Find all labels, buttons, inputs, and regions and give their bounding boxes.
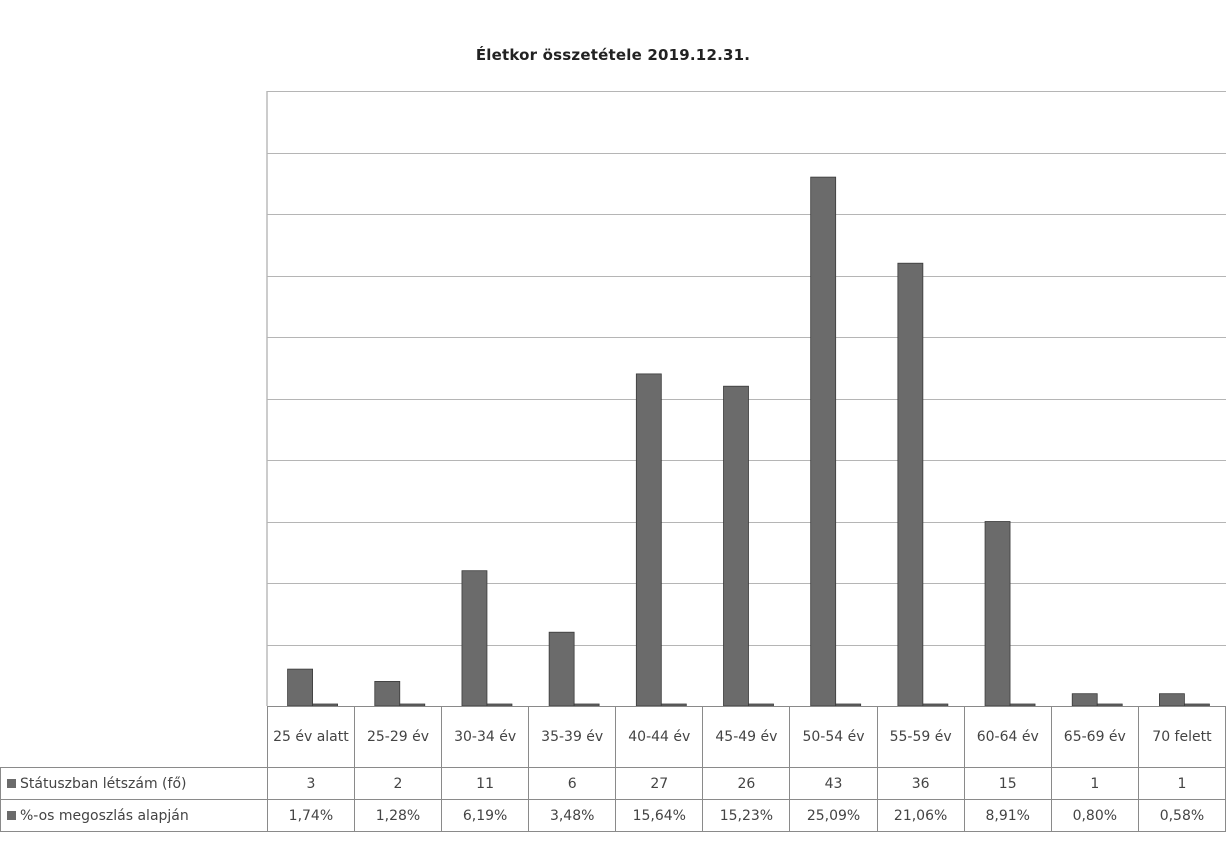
data-label-percent: 1,28%: [353, 799, 443, 832]
data-label-percent: 0,58%: [1137, 799, 1226, 832]
data-label-percent: 8,91%: [963, 799, 1052, 832]
data-label-count: 6: [528, 767, 617, 800]
data-label-count: 3: [266, 767, 355, 800]
series-name: %-os megoszlás alapján: [20, 807, 189, 824]
bar-count: [1071, 693, 1098, 707]
data-label-count: 15: [963, 767, 1052, 800]
legend-swatch: [7, 778, 16, 788]
category-label: 25-29 év: [353, 706, 443, 768]
series-label-percent: %-os megoszlás alapján: [0, 799, 268, 832]
data-label-count: 1: [1050, 767, 1139, 800]
bar-count: [374, 681, 401, 707]
bar-count: [461, 570, 488, 707]
data-label-count: 2: [353, 767, 443, 800]
category-label: 65-69 év: [1050, 706, 1139, 768]
table-corner: [0, 706, 268, 768]
data-label-count: 26: [702, 767, 791, 800]
category-label: 60-64 év: [963, 706, 1052, 768]
category-label: 50-54 év: [789, 706, 878, 768]
category-row: 25 év alatt 25-29 év 30-34 év 35-39 év 40-44…: [0, 706, 1226, 768]
series-label-count: Státuszban létszám (fő): [0, 767, 268, 800]
bar-count: [723, 385, 749, 707]
bar-count: [984, 521, 1011, 707]
legend-swatch: [7, 810, 16, 820]
category-label: 55-59 év: [876, 706, 965, 768]
category-label: 35-39 év: [528, 706, 617, 768]
bar-count: [635, 373, 662, 707]
category-label: 25 év alatt: [266, 706, 355, 768]
data-label-percent: 25,09%: [789, 799, 878, 832]
bar-count: [1159, 693, 1185, 707]
bar-count: [897, 262, 924, 707]
series-row-percent: %-os megoszlás alapján 1,74% 1,28% 6,19% 3,…: [0, 799, 1226, 832]
category-label: 45-49 év: [702, 706, 791, 768]
data-label-percent: 15,23%: [702, 799, 791, 832]
series-row-count: Státuszban létszám (fő) 3 2 11 6 27 26 43 36 15 1…: [0, 767, 1226, 800]
data-table: 25 év alatt 25-29 év 30-34 év 35-39 év 40-44…: [0, 706, 1226, 832]
data-label-percent: 1,74%: [266, 799, 355, 832]
data-label-count: 1: [1137, 767, 1226, 800]
data-label-count: 36: [876, 767, 965, 800]
data-label-count: 43: [789, 767, 878, 800]
bar-count: [810, 176, 837, 707]
series-name: Státuszban létszám (fő): [20, 775, 187, 792]
data-label-percent: 0,80%: [1050, 799, 1139, 832]
bar-count: [287, 668, 313, 707]
bar-count: [548, 631, 575, 707]
data-label-count: 27: [615, 767, 704, 800]
bars: [287, 176, 1210, 707]
chart-title: Életkor összetétele 2019.12.31.: [475, 46, 751, 64]
data-label-count: 11: [441, 767, 530, 800]
data-label-percent: 3,48%: [528, 799, 617, 832]
category-label: 70 felett: [1137, 706, 1226, 768]
data-label-percent: 6,19%: [441, 799, 530, 832]
category-label: 40-44 év: [615, 706, 704, 768]
data-label-percent: 21,06%: [876, 799, 965, 832]
data-label-percent: 15,64%: [615, 799, 704, 832]
category-label: 30-34 év: [441, 706, 530, 768]
